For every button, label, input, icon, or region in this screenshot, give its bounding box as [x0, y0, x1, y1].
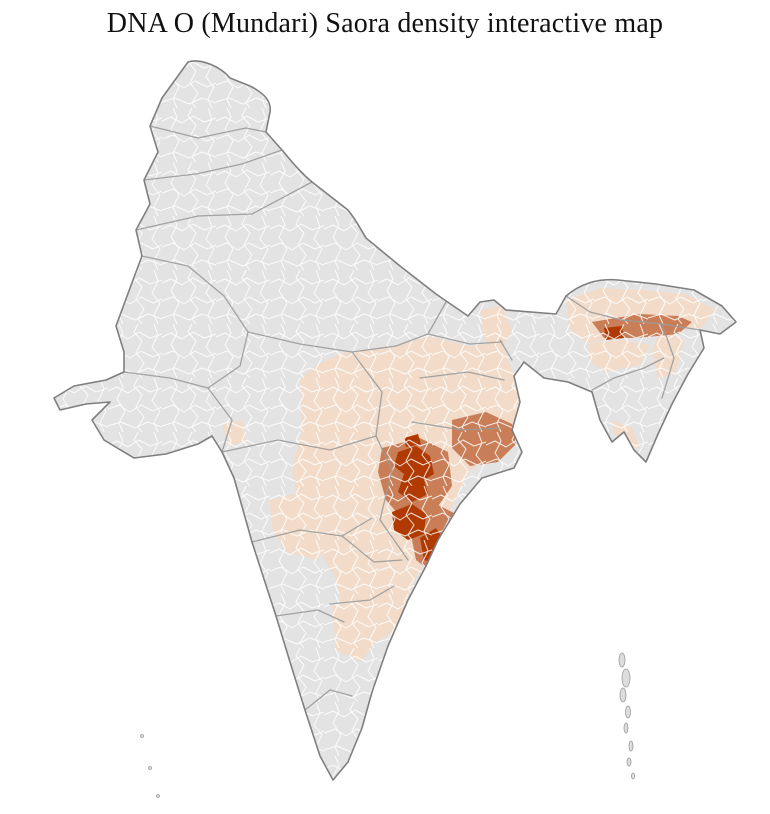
- andaman-islands[interactable]: [618, 652, 635, 780]
- district-mesh-overlay: [54, 60, 736, 781]
- state-borders: [123, 125, 701, 711]
- page-title: DNA O (Mundari) Saora density interactiv…: [106, 8, 664, 39]
- lakshadweep-islands[interactable]: [140, 734, 160, 798]
- dark-gray-district[interactable]: [526, 442, 550, 470]
